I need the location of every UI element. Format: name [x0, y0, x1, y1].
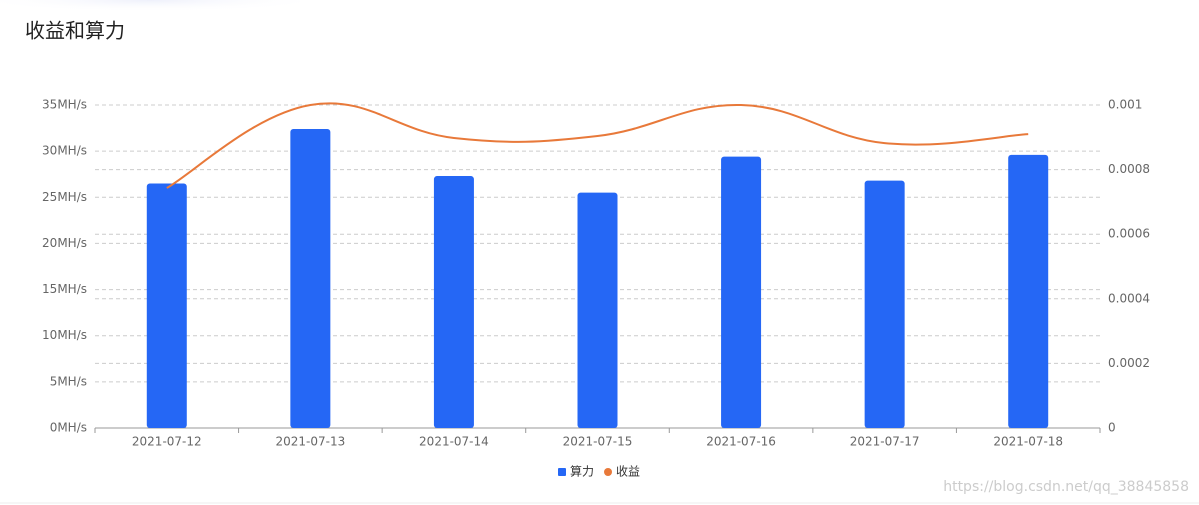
x-tick-label: 2021-07-12 [132, 435, 202, 449]
y2-tick-label: 0 [1108, 421, 1116, 435]
x-tick-label: 2021-07-14 [419, 435, 489, 449]
y2-tick-label: 0.0004 [1108, 291, 1150, 305]
chart-title: 收益和算力 [25, 19, 125, 43]
legend-swatch [558, 468, 566, 476]
x-tick-label: 2021-07-13 [275, 435, 345, 449]
bar [1008, 154, 1049, 428]
x-tick-label: 2021-07-16 [706, 435, 776, 449]
y2-tick-label: 0.0002 [1108, 356, 1150, 370]
bar [146, 183, 187, 428]
x-tick-label: 2021-07-17 [850, 435, 920, 449]
bar [290, 128, 331, 428]
legend-label: 收益 [616, 465, 640, 479]
legend-swatch [604, 468, 613, 476]
bar [721, 156, 762, 428]
y2-tick-label: 0.001 [1108, 98, 1142, 112]
watermark: https://blog.csdn.net/qq_38845858 [943, 479, 1189, 495]
y-tick-label: 15MH/s [42, 282, 87, 296]
bar [864, 180, 905, 428]
y-tick-label: 0MH/s [50, 421, 87, 435]
x-tick-label: 2021-07-15 [563, 435, 633, 449]
y-tick-label: 25MH/s [42, 190, 87, 204]
x-tick-label: 2021-07-18 [993, 435, 1063, 449]
y2-tick-label: 0.0006 [1108, 227, 1150, 241]
y2-tick-label: 0.0008 [1108, 162, 1150, 176]
bar [577, 192, 618, 428]
header-shadow [0, 0, 300, 20]
line [166, 102, 1029, 189]
y-tick-label: 35MH/s [42, 98, 87, 112]
legend-label: 算力 [570, 464, 594, 479]
y-tick-label: 10MH/s [42, 328, 87, 342]
y-tick-label: 20MH/s [42, 236, 87, 250]
bar [433, 176, 474, 428]
y-tick-label: 5MH/s [50, 374, 87, 388]
y-tick-label: 30MH/s [42, 144, 87, 158]
